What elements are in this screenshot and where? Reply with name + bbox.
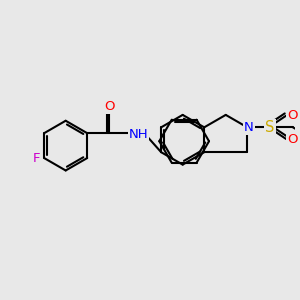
Text: NH: NH <box>129 128 148 141</box>
Text: O: O <box>104 100 114 113</box>
Text: N: N <box>244 121 254 134</box>
Text: S: S <box>266 120 275 135</box>
Text: F: F <box>33 152 40 164</box>
Text: O: O <box>287 133 297 146</box>
Text: O: O <box>287 109 297 122</box>
